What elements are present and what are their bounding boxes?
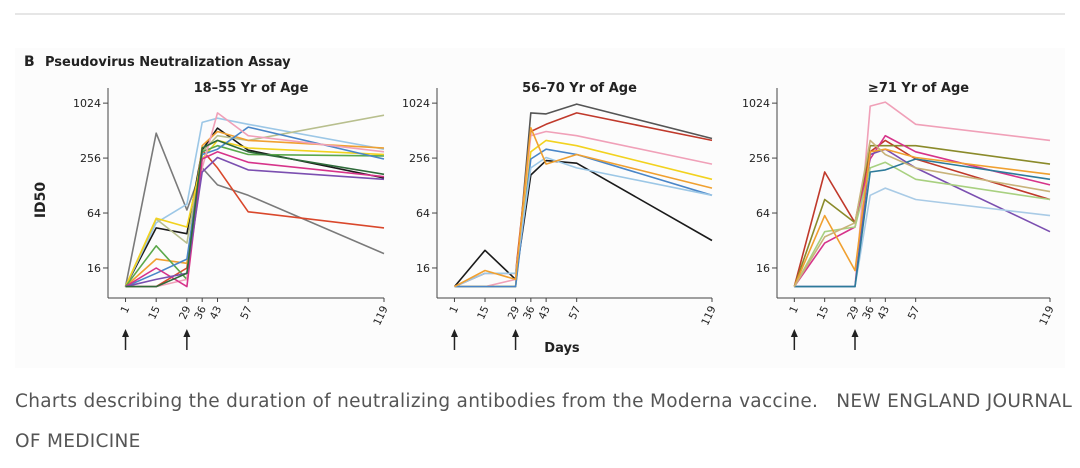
y-tick-label: 1024 <box>73 97 101 110</box>
y-axis-label: ID50 <box>33 182 49 219</box>
series-line <box>794 158 1051 288</box>
chart-title: ≥71 Yr of Age <box>868 81 969 96</box>
x-tick-label: 43 <box>876 304 893 321</box>
x-tick-label: 1 <box>119 304 133 315</box>
series-line <box>793 161 1051 287</box>
y-tick-label: 256 <box>749 152 770 165</box>
x-tick-label: 57 <box>238 304 255 321</box>
dose-arrowhead <box>122 329 130 337</box>
series-line <box>454 127 713 288</box>
x-tick-label: 1 <box>787 304 801 315</box>
series-line <box>793 148 1051 287</box>
x-tick-label: 43 <box>536 304 553 321</box>
y-tick-label: 64 <box>756 207 770 220</box>
series-line <box>793 139 1051 288</box>
y-tick-label: 64 <box>87 207 101 220</box>
caption-text: Charts describing the duration of neutra… <box>15 391 819 412</box>
series-line <box>125 151 385 288</box>
x-tick-label: 36 <box>521 304 538 321</box>
series-line <box>125 156 385 288</box>
series-line <box>453 159 713 288</box>
dose-arrowhead <box>512 329 520 337</box>
series-line <box>454 156 713 288</box>
y-tick-label: 256 <box>409 152 430 165</box>
x-tick-label: 57 <box>906 304 923 321</box>
x-tick-label: 57 <box>567 304 584 321</box>
x-tick-label: 29 <box>845 304 862 321</box>
x-tick-label: 36 <box>860 304 877 321</box>
chart-title: 56–70 Yr of Age <box>522 81 637 96</box>
series-line <box>125 139 385 288</box>
x-tick-label: 29 <box>177 304 194 321</box>
caption-credit: NEW ENGLAND JOURNAL OF MEDICINE <box>15 391 1073 452</box>
figure: B Pseudovirus Neutralization Assay ID50 … <box>15 13 1065 368</box>
y-tick-label: 1024 <box>742 97 770 110</box>
caption: Charts describing the duration of neutra… <box>15 382 1075 462</box>
dose-arrowhead <box>183 329 191 337</box>
figure-bg <box>15 48 1065 368</box>
y-tick-label: 16 <box>416 262 430 275</box>
chart-title: 18–55 Yr of Age <box>194 81 309 96</box>
figure-heading: Pseudovirus Neutralization Assay <box>45 55 291 70</box>
y-tick-label: 16 <box>87 262 101 275</box>
y-tick-label: 1024 <box>402 97 430 110</box>
x-tick-label: 43 <box>208 304 225 321</box>
dose-arrowhead <box>851 329 859 337</box>
dose-arrowhead <box>790 329 798 337</box>
x-tick-label: 15 <box>815 304 832 321</box>
x-tick-label: 1 <box>447 304 461 315</box>
x-tick-label: 36 <box>192 304 209 321</box>
series-line <box>124 130 385 288</box>
dose-arrowhead <box>450 329 458 337</box>
x-axis-label: Days <box>544 341 580 356</box>
series-line <box>793 144 1051 287</box>
y-tick-label: 256 <box>80 152 101 165</box>
panel-label: B <box>24 54 35 70</box>
x-tick-label: 29 <box>506 304 523 321</box>
series-line <box>124 117 385 287</box>
x-tick-label: 15 <box>146 304 163 321</box>
x-tick-label: 15 <box>475 304 492 321</box>
y-tick-label: 16 <box>756 262 770 275</box>
y-tick-label: 64 <box>416 207 430 220</box>
